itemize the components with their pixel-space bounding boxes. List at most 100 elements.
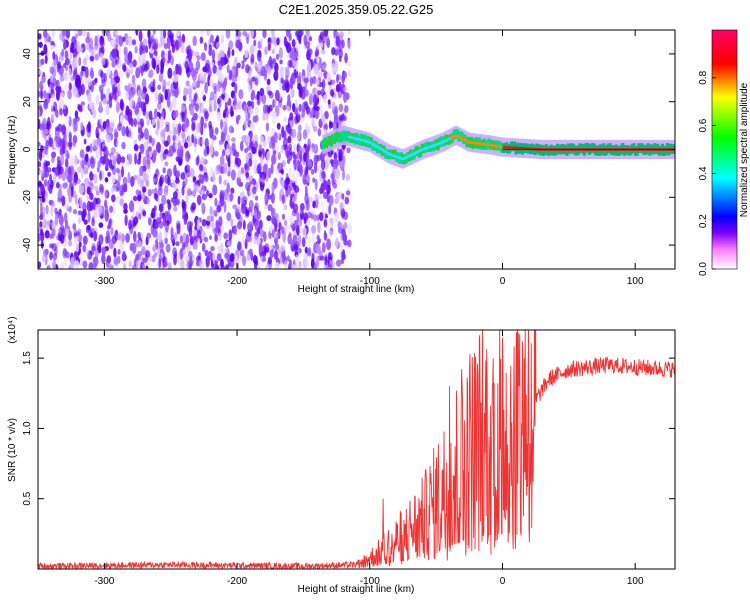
noise-cell xyxy=(59,98,65,107)
noise-cell xyxy=(135,240,139,248)
noise-cell xyxy=(275,168,280,176)
noise-cell xyxy=(63,38,67,50)
noise-cell xyxy=(106,107,110,115)
noise-cell xyxy=(345,92,350,100)
noise-cell xyxy=(157,102,162,112)
noise-cell xyxy=(321,49,326,55)
noise-cell xyxy=(122,64,127,72)
noise-cell xyxy=(288,232,292,238)
noise-cell xyxy=(291,171,296,184)
noise-cell xyxy=(127,171,131,184)
noise-cell xyxy=(256,90,261,101)
noise-cell xyxy=(310,168,315,175)
noise-cell xyxy=(77,103,81,111)
noise-cell xyxy=(135,67,141,79)
noise-cell xyxy=(164,174,170,184)
noise-cell xyxy=(196,218,201,231)
noise-cell xyxy=(76,203,80,209)
noise-cell xyxy=(76,230,80,237)
noise-cell xyxy=(162,57,166,64)
noise-cell xyxy=(223,77,228,87)
noise-cell xyxy=(218,216,223,227)
noise-cell xyxy=(122,234,126,241)
noise-cell xyxy=(198,173,203,180)
noise-cell xyxy=(121,141,126,150)
noise-cell xyxy=(256,163,262,174)
noise-cell xyxy=(50,88,54,95)
noise-cell xyxy=(88,37,94,50)
noise-cell xyxy=(54,108,59,116)
noise-cell xyxy=(201,203,204,211)
noise-cell xyxy=(105,150,110,156)
noise-cell xyxy=(119,114,125,124)
noise-cell xyxy=(296,75,302,86)
noise-cell xyxy=(174,39,179,52)
y-tick-label: 40 xyxy=(22,48,33,60)
noise-cell xyxy=(61,171,66,182)
noise-cell xyxy=(123,262,127,269)
noise-cell xyxy=(297,82,302,91)
noise-cell xyxy=(61,124,66,135)
noise-cell xyxy=(131,87,136,96)
noise-cell xyxy=(259,135,265,146)
noise-cell xyxy=(215,219,219,227)
noise-cell xyxy=(87,157,91,168)
noise-cell xyxy=(51,259,57,269)
noise-cell xyxy=(43,90,47,99)
noise-cell xyxy=(38,102,42,110)
noise-cell xyxy=(212,65,217,73)
noise-cell xyxy=(287,143,292,151)
noise-cell xyxy=(274,69,279,79)
noise-cell xyxy=(152,78,156,87)
noise-cell xyxy=(189,168,195,178)
noise-cell xyxy=(58,214,64,226)
noise-cell xyxy=(307,247,312,257)
noise-cell xyxy=(200,156,205,166)
noise-cell xyxy=(115,37,120,44)
noise-cell xyxy=(307,211,312,219)
noise-cell xyxy=(87,210,91,223)
noise-cell xyxy=(183,87,189,97)
noise-cell xyxy=(58,208,62,216)
noise-cell xyxy=(184,117,190,128)
noise-cell xyxy=(326,238,332,251)
noise-cell xyxy=(294,176,298,186)
noise-cell xyxy=(274,243,280,251)
noise-cell xyxy=(216,253,222,262)
noise-cell xyxy=(160,67,164,75)
noise-cell xyxy=(239,249,245,257)
noise-cell xyxy=(281,213,286,221)
noise-cell xyxy=(105,158,109,170)
noise-cell xyxy=(151,118,156,126)
snr-panel: -300 -200 -100 0 100 0.5 1.0 1.5 Height of str… xyxy=(7,316,676,595)
noise-cell xyxy=(209,78,214,86)
noise-cell xyxy=(213,150,219,157)
noise-cell xyxy=(274,261,280,269)
noise-cell xyxy=(200,89,205,98)
x-tick-label: -100 xyxy=(360,276,380,287)
noise-cell xyxy=(320,255,325,261)
noise-cell xyxy=(252,186,257,195)
noise-cell xyxy=(74,154,78,166)
noise-cell xyxy=(298,103,302,112)
noise-cell xyxy=(152,149,157,157)
noise-cell xyxy=(221,87,225,96)
noise-cell xyxy=(57,61,62,70)
noise-cell xyxy=(347,69,352,78)
noise-cell xyxy=(74,33,79,39)
noise-cell xyxy=(291,151,296,157)
noise-cell xyxy=(152,227,158,238)
noise-cell xyxy=(167,67,173,79)
noise-cell xyxy=(278,47,283,60)
noise-cell xyxy=(49,66,54,75)
noise-cell xyxy=(204,174,209,183)
noise-cell xyxy=(89,156,95,165)
noise-cell xyxy=(221,149,226,157)
noise-cell xyxy=(67,186,72,197)
noise-cell xyxy=(210,245,215,252)
noise-cell xyxy=(123,202,128,211)
noise-cell xyxy=(135,189,140,196)
noise-cell xyxy=(304,89,309,97)
noise-cell xyxy=(245,153,250,163)
noise-cell xyxy=(254,140,258,149)
